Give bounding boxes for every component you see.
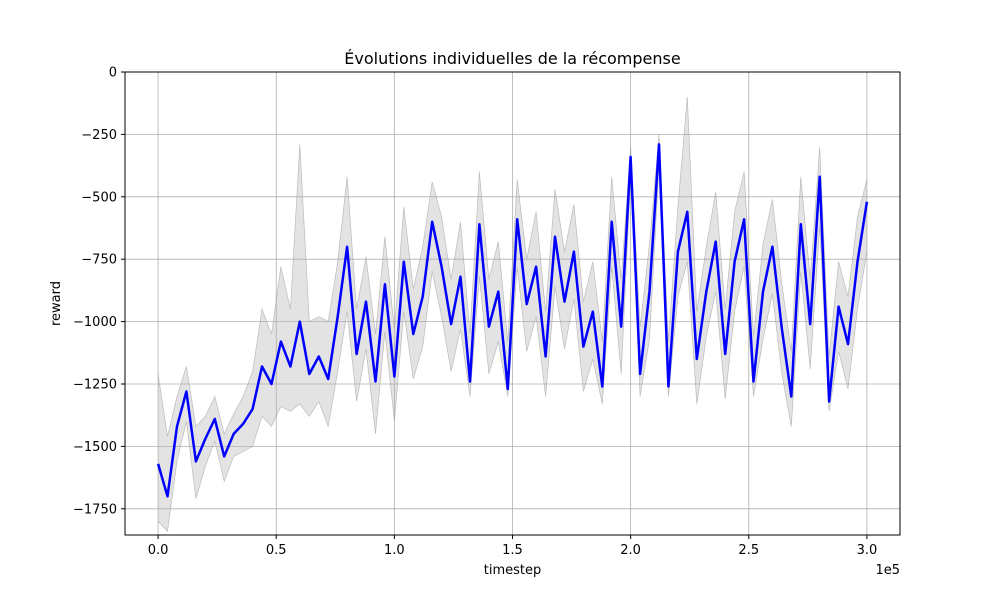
x-tick-label: 2.5 [738,543,759,558]
x-axis-ticks: 0.0 0.5 1.0 1.5 2.0 2.5 3.0 [148,535,878,558]
mean-line [156,143,869,498]
y-tick-label: −1500 [73,440,117,455]
mean-series [156,143,869,498]
y-tick-label: −250 [81,128,117,143]
x-tick-label: 1.5 [502,543,523,558]
y-tick-label: −1750 [73,502,117,517]
y-tick-label: −500 [81,190,117,205]
x-tick-label: 1.0 [384,543,405,558]
y-tick-label: −1000 [73,315,117,330]
x-axis-offset-label: 1e5 [875,563,900,578]
band-lower-line [157,166,868,533]
x-tick-label: 0.5 [266,543,287,558]
y-axis-label: reward [49,281,64,326]
band-upper-line [157,96,868,437]
y-tick-label: 0 [109,66,117,81]
y-axis-ticks: 0 −250 −500 −750 −1000 −1250 −1500 −1750 [73,66,125,517]
y-tick-label: −1250 [73,377,117,392]
x-tick-label: 2.0 [620,543,641,558]
chart-title: Évolutions individuelles de la récompens… [344,49,680,68]
x-axis-label: timestep [484,563,542,578]
y-tick-label: −750 [81,253,117,268]
x-tick-label: 3.0 [857,543,878,558]
x-tick-label: 0.0 [148,543,169,558]
